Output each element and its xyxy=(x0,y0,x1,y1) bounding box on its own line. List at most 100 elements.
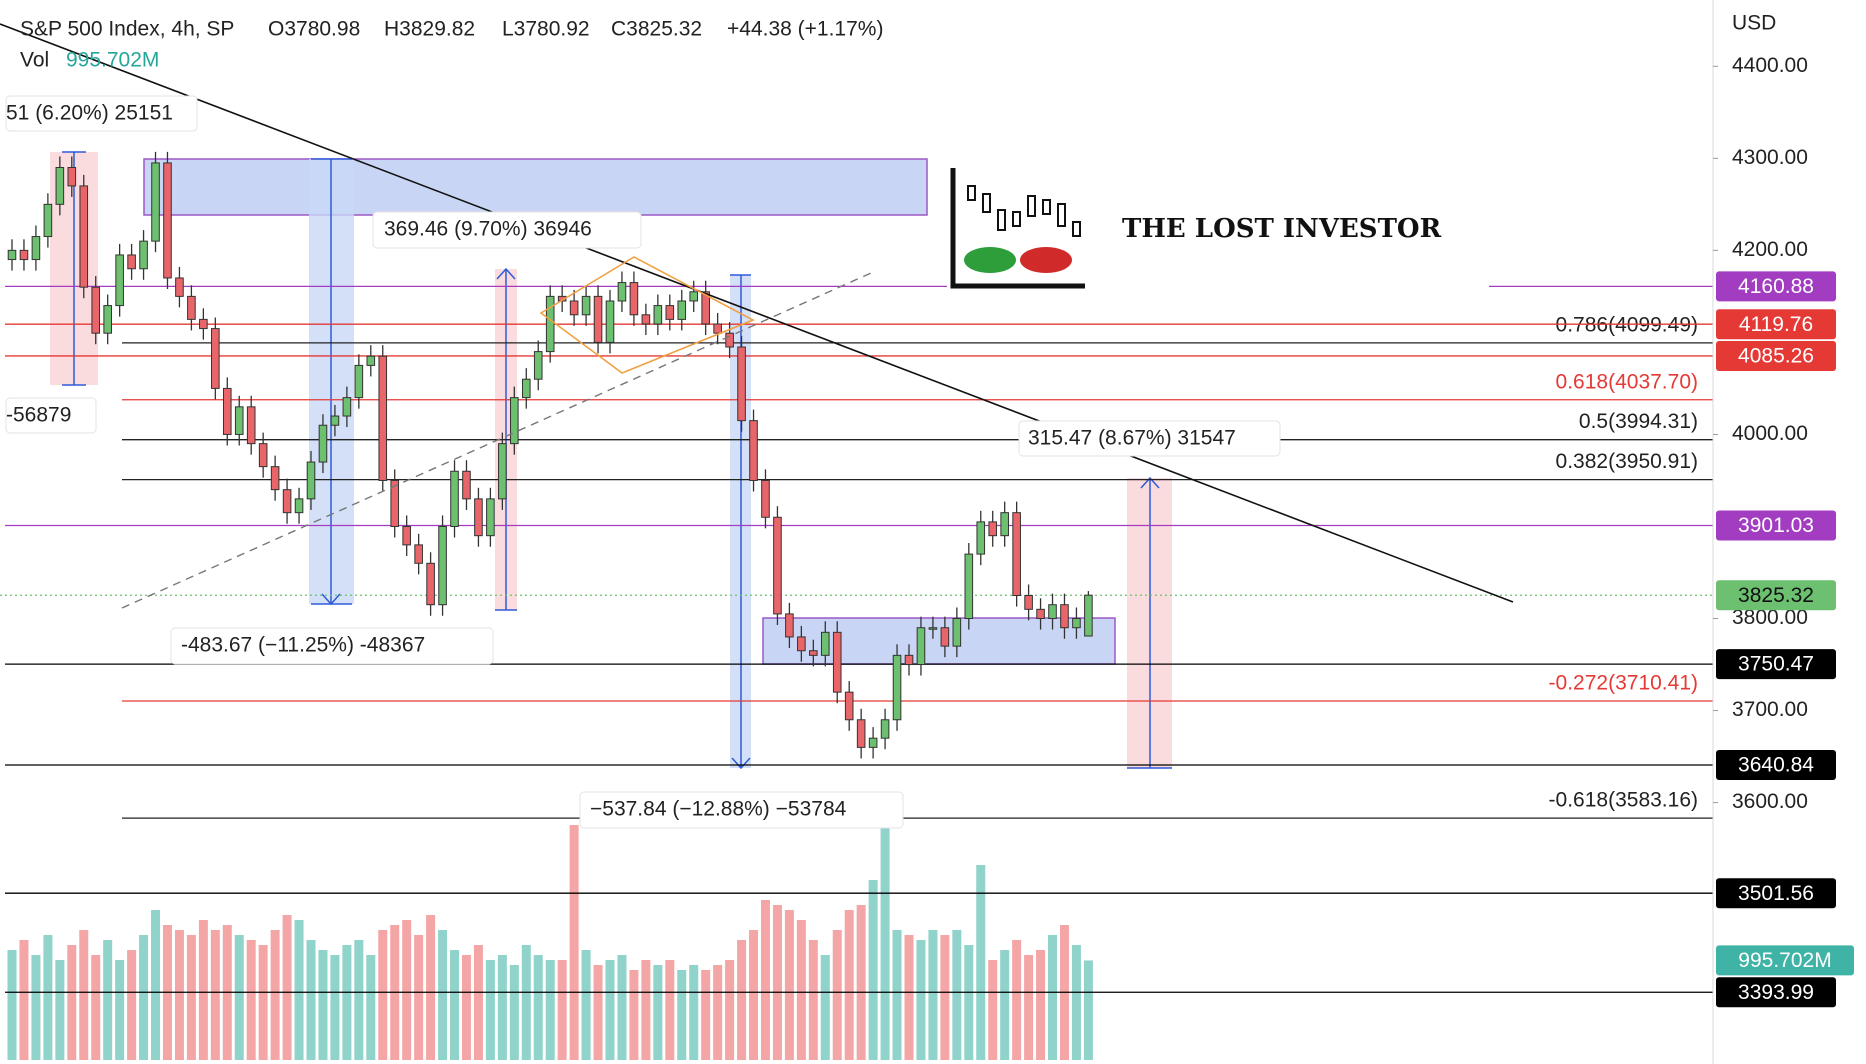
candle-body xyxy=(952,618,962,647)
volume-bar xyxy=(1024,955,1034,1060)
volume-bar xyxy=(569,825,579,1060)
candle-body xyxy=(438,525,447,606)
volume-bar xyxy=(976,865,986,1060)
candle-body xyxy=(330,415,340,426)
candle-body xyxy=(569,300,579,316)
candle-body xyxy=(258,443,268,468)
volume-bar xyxy=(198,920,208,1060)
volume-bar xyxy=(653,965,663,1060)
fib-label: -0.618(3583.16) xyxy=(1549,789,1698,812)
volume-bar xyxy=(904,935,914,1060)
measure-label-box xyxy=(5,95,198,132)
candle-body xyxy=(545,295,555,353)
volume-bar xyxy=(665,960,675,1060)
logo-frame xyxy=(950,168,1085,289)
price-tag xyxy=(1716,878,1836,909)
candle-body xyxy=(19,249,29,261)
measure-label-box xyxy=(1018,420,1281,457)
candle-body xyxy=(486,498,495,537)
candle-body xyxy=(617,282,627,302)
volume-bar xyxy=(737,940,747,1060)
candle-body xyxy=(701,291,710,325)
candle-body xyxy=(725,332,734,348)
volume-bar xyxy=(294,920,304,1060)
candle-body xyxy=(713,323,722,334)
candle-body xyxy=(43,203,53,238)
volume-bar xyxy=(67,945,77,1060)
volume-bar xyxy=(151,910,161,1060)
volume-bar xyxy=(258,945,268,1060)
measure-label: 315.47 (8.67%) 31547 xyxy=(1028,427,1236,450)
price-tag-label: 4085.26 xyxy=(1738,345,1814,368)
candle-body xyxy=(581,295,591,316)
fib-label: -0.272(3710.41) xyxy=(1549,672,1698,695)
volume-bar xyxy=(342,945,352,1060)
volume-bar xyxy=(916,940,926,1060)
candle-body xyxy=(749,420,758,481)
y-tick-label: 4300.00 xyxy=(1732,146,1808,169)
volume-bar xyxy=(31,955,41,1060)
candle-body xyxy=(964,553,974,620)
y-tick-label: 3800.00 xyxy=(1732,606,1808,629)
measure-label: -483.67 (−11.25%) -48367 xyxy=(181,634,425,657)
volume-bar xyxy=(820,955,830,1060)
volume-bar xyxy=(426,915,436,1060)
measure-label: −537.84 (−12.88%) −53784 xyxy=(590,798,847,821)
bull xyxy=(964,247,1016,273)
candle-body xyxy=(414,544,423,564)
candle-body xyxy=(533,351,543,380)
price-tag-label: 3901.03 xyxy=(1738,514,1814,537)
candle-body xyxy=(378,355,388,481)
volume-bar xyxy=(940,935,950,1060)
candle-body xyxy=(139,240,148,270)
measure-label-box xyxy=(5,397,97,434)
volume-bar xyxy=(832,930,842,1060)
candle-body xyxy=(737,346,746,422)
volume-value: 995.702M xyxy=(66,49,159,72)
fib-label: 0.786(4099.49) xyxy=(1556,313,1698,336)
candle-body xyxy=(928,627,938,630)
ohlc-open: O3780.98 xyxy=(268,18,360,41)
volume-bar xyxy=(1048,935,1058,1060)
supply-zone xyxy=(143,158,928,216)
measure-label: -56879 xyxy=(6,404,71,427)
measure-label-box xyxy=(170,627,494,665)
price-tag-label: 3501.56 xyxy=(1738,882,1814,905)
volume-bar xyxy=(533,955,543,1060)
volume-bar xyxy=(450,950,460,1060)
bear xyxy=(1020,247,1072,273)
volume-label: Vol xyxy=(20,49,49,72)
volume-bar xyxy=(103,940,113,1060)
candle-body xyxy=(67,167,77,187)
candle-body xyxy=(809,650,818,656)
fib-label: 0.5(3994.31) xyxy=(1579,410,1698,433)
candle-body xyxy=(151,162,160,242)
candle-body xyxy=(1048,604,1057,620)
volume-bar xyxy=(856,905,866,1060)
volume-bar xyxy=(593,965,603,1060)
candle-body xyxy=(916,627,926,666)
candle-body xyxy=(761,479,770,518)
candle-body xyxy=(892,654,902,721)
candle-body xyxy=(199,318,208,330)
volume-bar xyxy=(605,960,615,1060)
volume-bar xyxy=(485,960,495,1060)
price-tag xyxy=(1716,750,1836,781)
candle-body xyxy=(7,249,17,261)
ohlc-low: L3780.92 xyxy=(502,18,590,41)
candle-body xyxy=(306,461,316,500)
volume-bar xyxy=(880,795,890,1060)
candle-body xyxy=(474,498,483,537)
volume-bar xyxy=(186,935,196,1060)
candle-body xyxy=(677,300,687,320)
candle-body xyxy=(785,613,794,638)
volume-bar xyxy=(868,880,878,1060)
candle-body xyxy=(187,295,196,320)
plot: 0.786(4099.49) 0.618(4037.70) 0.5(3994.31)… xyxy=(0,151,1713,1060)
volume-bar xyxy=(402,920,412,1060)
candle-body xyxy=(211,328,220,389)
candle-body xyxy=(498,443,507,500)
symbol: S&P 500 Index, 4h, SP xyxy=(20,18,234,41)
price-tag-label: 3750.47 xyxy=(1738,653,1814,676)
volume-bar xyxy=(414,935,424,1060)
